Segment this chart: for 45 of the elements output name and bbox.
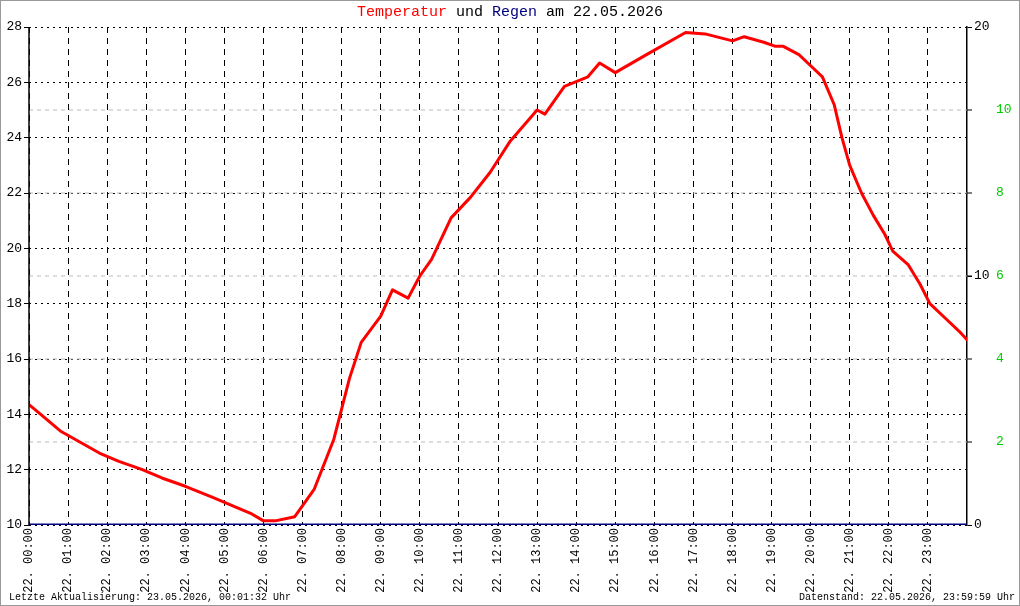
x-tick-label: 22. 04:00 xyxy=(178,528,193,593)
x-tick-label: 22. 21:00 xyxy=(842,528,857,593)
text: Letzte Aktualisierung: 23.05.2026, 00:01:32 Uhr xyxy=(9,592,292,603)
y-tick-label: 22 xyxy=(6,185,22,201)
y2-tick-label: 10 xyxy=(974,268,990,284)
x-tick-label: 22. 17:00 xyxy=(686,528,701,593)
y-tick-label: 24 xyxy=(6,130,23,146)
x-tick-label: 22. 02:00 xyxy=(100,528,115,593)
x-tick-label: 22. 11:00 xyxy=(452,528,467,593)
y-tick-label: 14 xyxy=(6,406,23,422)
y3-tick-label: 8 xyxy=(996,185,1004,201)
x-tick-label: 22. 20:00 xyxy=(803,528,818,593)
x-tick-label: 22. 10:00 xyxy=(413,528,428,593)
x-tick-label: 22. 00:00 xyxy=(22,528,37,593)
x-tick-label: 22. 01:00 xyxy=(61,528,76,593)
y3-tick-label: 2 xyxy=(996,434,1004,450)
x-tick-label: 22. 06:00 xyxy=(256,528,271,593)
y2-tick-label: 20 xyxy=(974,19,990,35)
x-tick-label: 22. 13:00 xyxy=(530,528,545,593)
x-tick-label: 22. 03:00 xyxy=(139,528,154,593)
x-tick-label: 22. 07:00 xyxy=(295,528,310,593)
chart-title: Temperatur und Regen am 22.05.2026 xyxy=(356,4,664,21)
y-tick-label: 28 xyxy=(6,19,22,35)
x-tick-label: 22. 15:00 xyxy=(608,528,623,593)
x-tick-label: 22. 22:00 xyxy=(882,528,897,593)
x-tick-label: 22. 12:00 xyxy=(491,528,506,593)
x-tick-label: 22. 14:00 xyxy=(569,528,584,593)
x-tick-label: 22. 16:00 xyxy=(647,528,662,593)
y-tick-label: 12 xyxy=(6,462,22,478)
x-tick-label: 22. 05:00 xyxy=(217,528,232,593)
x-tick-label: 22. 23:00 xyxy=(921,528,936,593)
y2-tick-label: 0 xyxy=(974,517,982,533)
x-tick-label: 22. 18:00 xyxy=(725,528,740,593)
x-tick-label: 22. 19:00 xyxy=(764,528,779,593)
y-tick-label: 20 xyxy=(6,240,22,256)
y-tick-label: 10 xyxy=(6,517,22,533)
text: Datenstand: 22.05.2026, 23:59:59 Uhr xyxy=(798,592,1015,603)
y-tick-label: 18 xyxy=(6,296,22,312)
x-tick-label: 22. 08:00 xyxy=(334,528,349,593)
y3-tick-label: 10 xyxy=(996,102,1012,118)
y3-tick-label: 6 xyxy=(996,268,1004,284)
y-tick-label: 26 xyxy=(6,74,22,90)
y-tick-label: 16 xyxy=(6,351,22,367)
x-tick-label: 22. 09:00 xyxy=(373,528,388,593)
y3-tick-label: 4 xyxy=(996,351,1004,367)
